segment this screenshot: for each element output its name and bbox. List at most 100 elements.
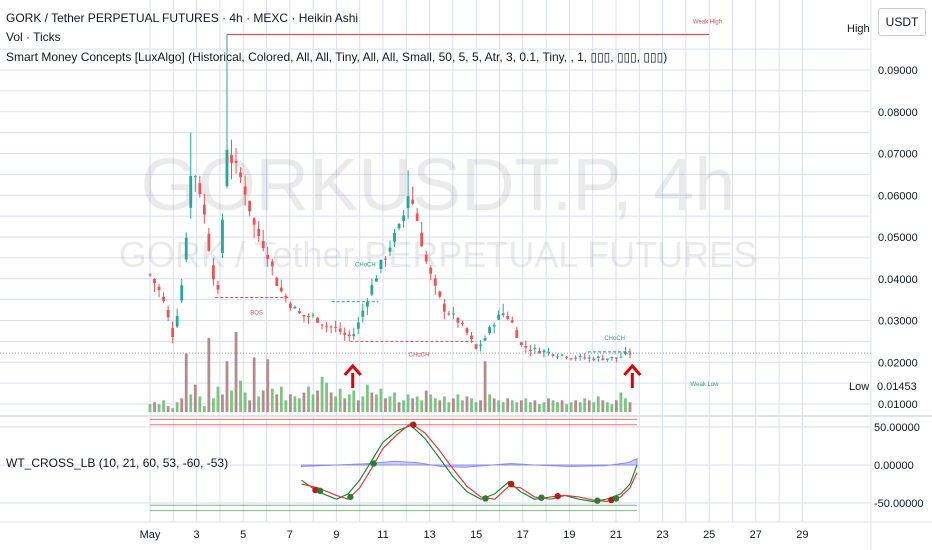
candle-up [225, 149, 229, 187]
smc-structures: Weak High Weak Low BOS CHoCH CHoCH CHoCH [0, 20, 871, 388]
volume-bar [198, 396, 202, 412]
candle-down [243, 186, 247, 195]
price-tick-label: 0.03000 [878, 316, 918, 328]
candle-down [415, 213, 419, 221]
volume-bar [207, 337, 211, 412]
candle-down [302, 315, 306, 317]
volume-bar [488, 394, 492, 412]
candle-down [234, 160, 238, 163]
volume-bar [406, 394, 410, 412]
volume-bar [384, 398, 387, 412]
candle-up [547, 351, 550, 353]
price-tick-label: 0.02000 [878, 357, 918, 369]
volume-bar [320, 376, 324, 412]
volume-bar [619, 392, 623, 412]
time-tick-label: 23 [656, 529, 668, 541]
volume-bar [252, 357, 256, 412]
high-label: High [847, 23, 870, 35]
volume-bar [424, 390, 428, 412]
volume-bar [551, 400, 555, 412]
candle-down [325, 325, 329, 327]
time-tick-label: 5 [240, 529, 246, 541]
volume-bar [388, 396, 392, 412]
candle-down [474, 344, 478, 349]
volume-bar [329, 392, 333, 412]
wt1-line [301, 424, 638, 503]
volume-bar [166, 406, 170, 412]
candle-down [614, 357, 618, 359]
grid [0, 0, 871, 522]
wt2-line [301, 422, 638, 503]
volume-bar [565, 404, 568, 412]
volume-bar [153, 402, 156, 412]
candle-down [298, 311, 301, 314]
candle-down [338, 328, 342, 332]
volume-bar [542, 402, 546, 412]
candle-up [492, 325, 496, 327]
volume-bar [433, 398, 437, 412]
candle-down [601, 358, 605, 361]
buy-signal-arrowhead [343, 363, 362, 376]
volume-bar [483, 361, 487, 412]
volume-bar [569, 402, 573, 412]
volume-bar [157, 404, 161, 412]
volume-bar [243, 392, 247, 412]
bearish-cross-dot [410, 421, 417, 428]
volume-bar [293, 396, 297, 412]
time-tick-label: 9 [333, 529, 339, 541]
volume-bar [352, 390, 356, 412]
price-tick-label: 0.07000 [878, 149, 918, 161]
candle-up [356, 322, 360, 329]
bullish-cross-dot [482, 495, 489, 502]
volume-bar [162, 400, 165, 412]
volume-bar [528, 402, 532, 412]
volume-bar [538, 404, 541, 412]
volume-bar [547, 398, 550, 412]
volume-bar [334, 396, 338, 412]
candle-up [175, 315, 179, 327]
price-axis[interactable]: 0.01000 0.02000 0.03000 0.04000 0.05000 0.060… [874, 65, 924, 510]
time-tick-label: 15 [470, 529, 482, 541]
volume-indicator-label[interactable]: Vol · Ticks [6, 30, 61, 44]
candle-down [162, 296, 165, 302]
candle-up [221, 219, 224, 254]
candle-down [456, 317, 460, 323]
candle-up [180, 285, 184, 301]
candle-down [288, 303, 292, 309]
candle-up [587, 357, 591, 359]
volume-bar [307, 386, 310, 412]
candle-up [556, 356, 559, 358]
bullish-cross-dot [370, 460, 377, 467]
time-axis[interactable]: May 3 5 7 9 11 13 15 17 19 21 23 25 27 29 [140, 529, 809, 541]
volume-bar [288, 394, 292, 412]
volume-bar [325, 382, 329, 412]
candle-down [261, 240, 265, 249]
smc-indicator-label[interactable]: Smart Money Concepts [LuxAlgo] (Historic… [6, 50, 668, 64]
candle-down [230, 154, 233, 163]
wt-indicator-label[interactable]: WT_CROSS_LB (10, 21, 60, 53, -60, -53) [6, 456, 229, 470]
watermark-name: GORK / Tether PERPETUAL FUTURES [119, 234, 757, 275]
volume-bar [524, 398, 528, 412]
choch-label: CHoCH [355, 263, 376, 269]
volume-bar [375, 394, 378, 412]
candle-down [157, 286, 161, 290]
volume-bar [479, 400, 482, 412]
price-tick-label: 0.09000 [878, 65, 918, 77]
candle-up [605, 358, 609, 360]
candle-up [501, 313, 505, 315]
volume-bar [148, 404, 152, 412]
volume-bar [628, 402, 632, 412]
candle-up [193, 176, 197, 178]
candle-down [257, 228, 261, 237]
volume-bar [411, 398, 415, 412]
candle-down [343, 332, 347, 335]
volume-bar [261, 390, 265, 412]
price-tick-label: 0.04000 [878, 274, 918, 286]
currency-button[interactable]: USDT [878, 8, 926, 36]
bullish-cross-dot [538, 494, 545, 501]
volume-bar [497, 400, 501, 412]
choch-label: CHoCH [604, 336, 625, 342]
volume-bar [402, 400, 405, 412]
candle-up [361, 310, 365, 317]
